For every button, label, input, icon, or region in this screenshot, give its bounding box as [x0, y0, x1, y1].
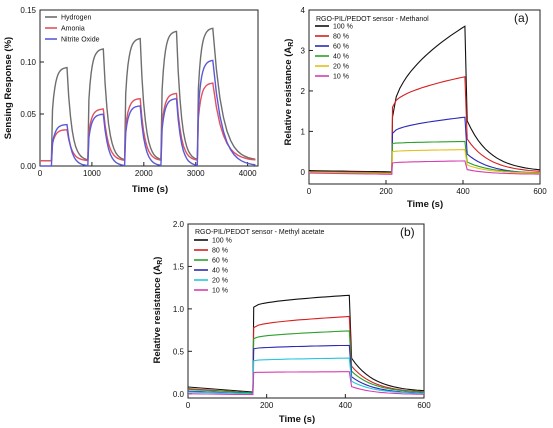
- p2-series-3-line: [187, 344, 425, 395]
- p1-legend-label: 10 %: [333, 74, 349, 81]
- p2-y-axis-label-end: ): [152, 257, 163, 260]
- p1-tick-labels: 0 200 400 600 0 1 2 3 4: [301, 6, 548, 196]
- p2-legend-label: 40 %: [212, 268, 228, 275]
- p0-tick-labels: 0 1000 2000 3000 4000 0.00 0.05 0.10 0.15: [20, 6, 257, 178]
- p1-series-2-line: [308, 116, 541, 175]
- p1-legend-label: 20 %: [333, 64, 349, 71]
- p1-x-tick-label: 400: [456, 187, 470, 196]
- p2-legend: 100 % 80 % 60 % 40 % 20 % 10 %: [194, 238, 232, 295]
- p2-series-1-line: [187, 315, 425, 394]
- p0-y-tick-label: 0.00: [20, 162, 36, 171]
- p1-x-tick-label: 200: [379, 187, 393, 196]
- p2-x-axis-label: Time (s): [279, 414, 315, 425]
- p2-plot-frame: [187, 223, 425, 399]
- p1-plot-frame: [308, 9, 541, 185]
- p2-legend-label: 10 %: [212, 288, 228, 295]
- p0-x-tick-label: 4000: [239, 169, 257, 178]
- p0-y-tick-label: 0.15: [20, 6, 36, 15]
- p1-y-tick-label: 3: [301, 46, 306, 55]
- p1-legend: 100 % 80 % 60 % 40 % 20 % 10 %: [315, 24, 353, 81]
- p1-panel-label: (a): [514, 11, 529, 25]
- p0-series-1-line: [40, 82, 256, 162]
- p1-legend-label: 80 %: [333, 34, 349, 41]
- p1-series-5-line: [308, 160, 540, 175]
- p1-y-tick-label: 4: [301, 6, 306, 15]
- p2-y-axis-label-main: Relative resistance (A: [152, 265, 163, 364]
- p2-legend-label: 80 %: [212, 248, 228, 255]
- p2-series-5-line: [188, 371, 425, 396]
- p1-series-0-line: [308, 25, 541, 173]
- p2-series-lines: [187, 294, 425, 396]
- p2-y-axis-label-sub: R: [157, 260, 164, 265]
- p1-plot-area: [308, 9, 541, 185]
- p0-legend: Hydrogen Amonia Nitrite Oxide: [45, 15, 100, 44]
- p1-legend-label: 60 %: [333, 44, 349, 51]
- p1-y-tick-label: 2: [301, 87, 306, 96]
- p2-series-4-line: [187, 357, 424, 395]
- chart-methanol: 0 200 400 600 0 1 2 3 4 Time (s) Relative resist…: [283, 6, 547, 210]
- p1-series-3-line: [308, 140, 541, 174]
- p2-legend-label: 20 %: [212, 278, 228, 285]
- p2-series-2-line: [187, 330, 425, 394]
- p0-plot-frame: [39, 9, 259, 167]
- p1-series-1-line: [308, 76, 541, 174]
- p0-series-2-line: [40, 59, 256, 167]
- p1-x-tick-label: 0: [307, 187, 312, 196]
- p2-x-tick-label: 600: [417, 401, 431, 410]
- p2-annotation: RGO-PIL/PEDOT sensor - Methyl acetate: [195, 229, 325, 236]
- p2-y-tick-label: 2.0: [173, 220, 185, 229]
- p1-y-tick-label: 1: [301, 127, 306, 136]
- p1-y-axis-label: Relative resistance (AR): [283, 39, 295, 146]
- p2-y-tick-label: 1.5: [173, 262, 185, 271]
- p2-series-0-line: [187, 294, 425, 393]
- p0-x-tick-label: 3000: [187, 169, 205, 178]
- p0-x-tick-label: 2000: [135, 169, 153, 178]
- chart-methyl-acetate: 0 200 400 600 0.0 0.5 1.0 1.5 2.0 Time (s) Relat…: [152, 220, 431, 425]
- p1-y-axis-label-main: Relative resistance (A: [283, 47, 294, 146]
- p1-y-tick-label: 0: [301, 168, 306, 177]
- p1-series-lines: [308, 25, 541, 175]
- p1-series-4-line: [308, 149, 540, 175]
- p0-x-axis-label: Time (s): [132, 184, 168, 195]
- p1-x-tick-label: 600: [533, 187, 547, 196]
- p0-y-tick-label: 0.10: [20, 58, 36, 67]
- p0-legend-label: Hydrogen: [61, 15, 91, 22]
- p0-legend-label: Nitrite Oxide: [61, 37, 100, 44]
- p2-y-axis-label: Relative resistance (AR): [152, 257, 164, 364]
- p1-annotation: RGO-PIL/PEDOT sensor - Methanol: [316, 16, 429, 23]
- p1-x-axis-label: Time (s): [407, 199, 443, 210]
- p1-legend-label: 100 %: [333, 24, 353, 31]
- p0-x-tick-label: 1000: [83, 169, 101, 178]
- p0-y-tick-label: 0.05: [20, 110, 36, 119]
- p2-y-tick-label: 1.0: [173, 305, 185, 314]
- p2-y-tick-label: 0.0: [173, 390, 185, 399]
- chart-sensing-response: 0 1000 2000 3000 4000 0.00 0.05 0.10 0.15 Time (…: [3, 6, 259, 195]
- p1-legend-label: 40 %: [333, 54, 349, 61]
- p2-y-tick-label: 0.5: [173, 347, 185, 356]
- p0-y-axis-label: Sensing Response (%): [3, 37, 14, 139]
- p2-x-tick-label: 200: [260, 401, 274, 410]
- p1-y-axis-label-sub: R: [288, 42, 295, 47]
- p2-legend-label: 100 %: [212, 238, 232, 245]
- p2-tick-labels: 0 200 400 600 0.0 0.5 1.0 1.5 2.0: [173, 220, 431, 410]
- p2-legend-label: 60 %: [212, 258, 228, 265]
- p0-x-tick-label: 0: [38, 169, 43, 178]
- p2-x-tick-label: 0: [186, 401, 191, 410]
- p0-series-0-line: [40, 27, 256, 162]
- p1-y-axis-label-end: ): [283, 39, 294, 42]
- p0-legend-label: Amonia: [61, 26, 85, 33]
- p0-series-lines: [40, 27, 256, 167]
- p2-x-tick-label: 400: [339, 401, 353, 410]
- p2-panel-label: (b): [400, 225, 415, 239]
